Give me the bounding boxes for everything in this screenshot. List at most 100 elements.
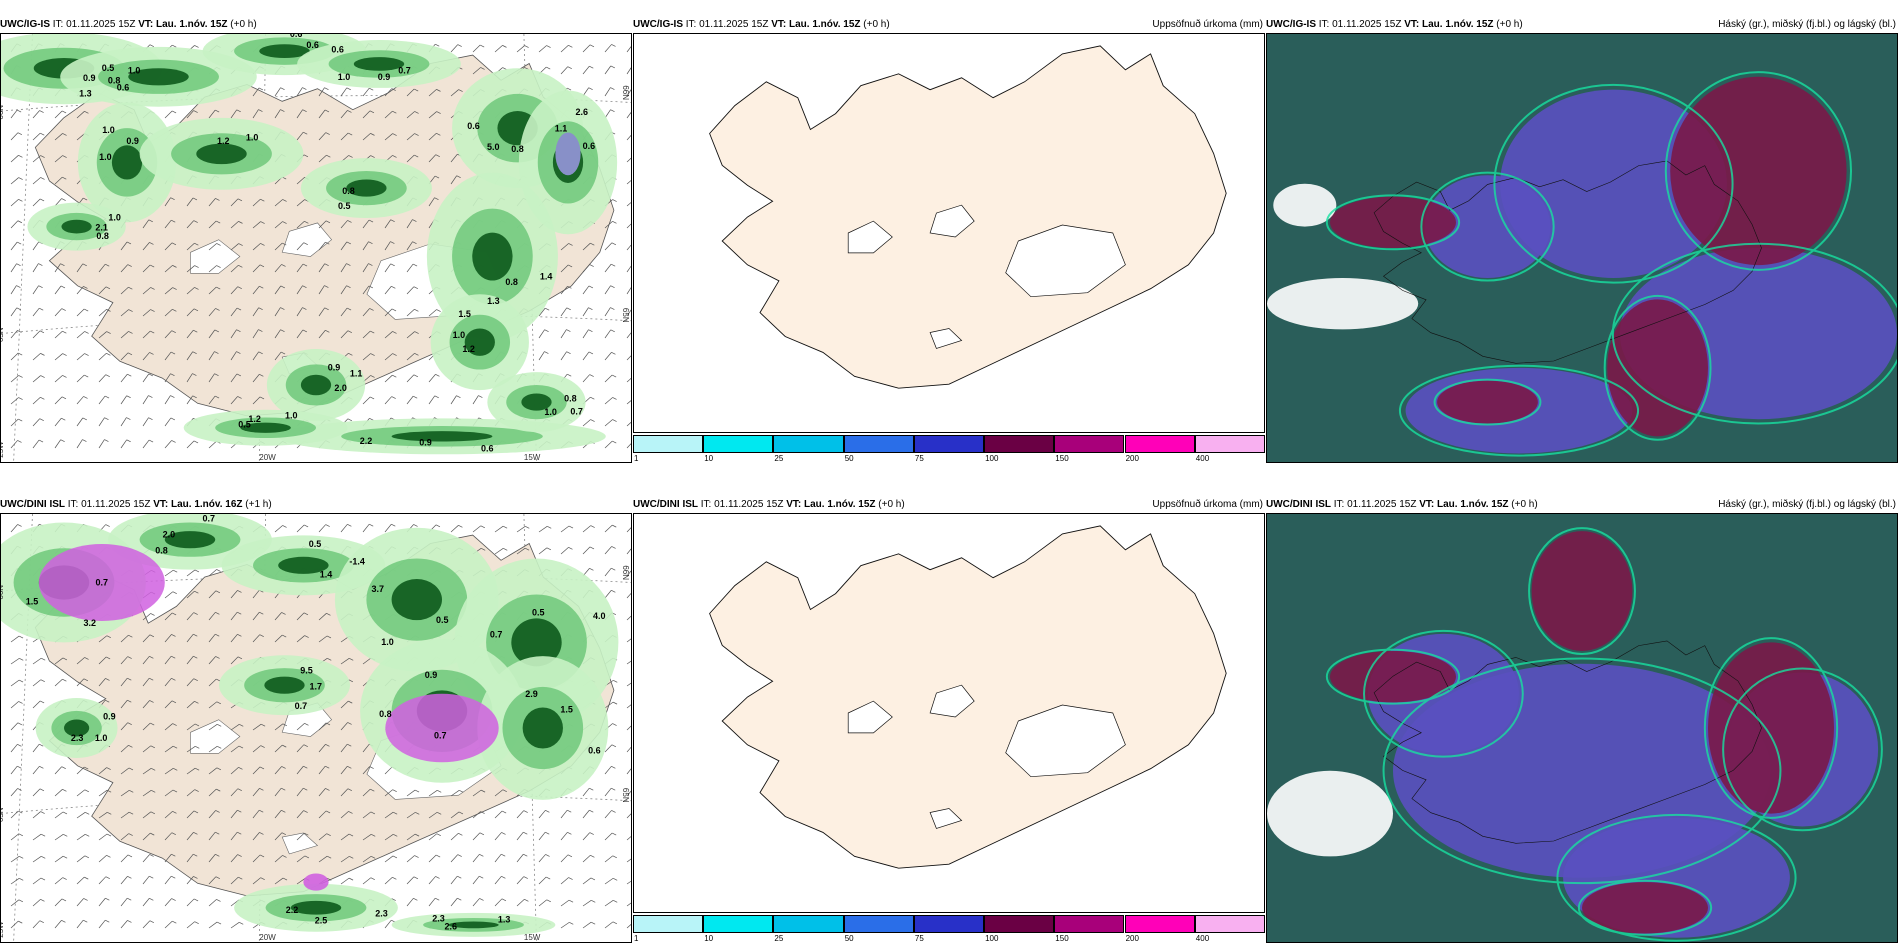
coordinate-label: 25W — [1, 441, 5, 458]
valid-time: VT: Lau. 1.nóv. 15Z — [1419, 499, 1509, 510]
model-name: UWC/IG-IS — [633, 19, 683, 30]
colorbar-swatch — [633, 435, 704, 453]
precip-value-label: 5.0 — [487, 142, 500, 152]
precip-value-label: 1.0 — [99, 152, 112, 162]
coordinate-label: 15W — [524, 933, 541, 942]
precip-value-label: 1.2 — [248, 414, 261, 424]
cloud-map — [1266, 513, 1898, 943]
colorbar-swatch — [1194, 915, 1265, 933]
colorbar-swatch — [633, 915, 704, 933]
colorbar-swatch — [703, 915, 774, 933]
coordinate-label: 66N — [1, 585, 5, 600]
precip-value-label: 0.5 — [102, 63, 115, 73]
coordinate-label: 65N — [1, 807, 5, 822]
panel-header: UWC/IG-IS IT: 01.11.2025 15Z VT: Lau. 1.… — [633, 18, 1265, 32]
precip-value-label: 2.9 — [525, 689, 538, 699]
precip-value-label: 1.0 — [128, 66, 141, 76]
panel-title: Háský (gr.), miðský (fj.bl.) og lágský (… — [1718, 19, 1896, 30]
precip-value-label: 0.7 — [295, 701, 308, 711]
cloud-edges — [1325, 71, 1897, 457]
precip-value-label: 1.0 — [95, 733, 108, 743]
precip-value-label: 0.6 — [481, 444, 494, 454]
cloud-layers — [1267, 531, 1879, 938]
precip-value-label: 1.0 — [544, 407, 557, 417]
precip-value-label: 1.3 — [79, 88, 92, 98]
colorbar-label: 1 — [634, 454, 639, 463]
precip-areas — [1, 514, 619, 937]
precip-value-label: 0.6 — [306, 40, 319, 50]
precip-value-label: 1.2 — [462, 344, 475, 354]
precip-value-label: 0.5 — [338, 201, 351, 211]
colorbar-swatch — [1054, 915, 1125, 933]
colorbar-label: 200 — [1125, 454, 1139, 463]
glacier — [190, 239, 241, 274]
init-time: IT: 01.11.2025 15Z — [1331, 499, 1420, 510]
colorbar-swatch — [1054, 435, 1125, 453]
precip-value-label: 0.9 — [328, 362, 341, 372]
glacier — [281, 832, 319, 855]
model-name: UWC/IG-IS — [1266, 19, 1316, 30]
glacier — [1005, 224, 1126, 298]
precip-value-label: 1.3 — [498, 914, 511, 924]
precip-value-label: 2.2 — [360, 436, 373, 446]
colorbar-label: 400 — [1195, 934, 1210, 943]
cloud-edges — [1325, 527, 1883, 942]
precip-value-label: 0.8 — [342, 186, 355, 196]
colorbar-label: 400 — [1195, 454, 1210, 463]
valid-time: VT: Lau. 1.nóv. 15Z — [138, 19, 228, 30]
valid-time: VT: Lau. 1.nóv. 16Z — [153, 499, 243, 510]
precip-value-label: 0.8 — [96, 231, 109, 241]
precip-wind-map: 0.7 0.8 0.5 0.5 0.7 0.9 0.7 2.9 2.3 2.6 9.5 3.2 2.0-… — [0, 513, 632, 943]
colorbar-label: 75 — [914, 934, 924, 943]
precip-value-label: 0.5 — [238, 420, 251, 430]
colorbar-label: 50 — [844, 454, 854, 463]
glacier — [281, 222, 333, 257]
colorbar-swatch — [843, 915, 914, 933]
coordinate-label: 66N — [1, 105, 5, 120]
precip-value-label: 0.6 — [331, 45, 344, 55]
precip-value-label: 0.6 — [290, 34, 303, 39]
lead-time: (+1 h) — [242, 499, 272, 510]
precip-value-label: 0.6 — [117, 83, 130, 93]
precip-value-label: 0.5 — [532, 608, 545, 618]
panel-header: UWC/DINI ISL IT: 01.11.2025 15Z VT: Lau.… — [0, 498, 632, 512]
colorbar-swatch — [913, 435, 985, 453]
valid-time: VT: Lau. 1.nóv. 15Z — [771, 19, 861, 30]
glacier — [929, 684, 975, 718]
colorbar-label: 150 — [1055, 454, 1069, 463]
precip-value-label: 1.0 — [381, 637, 394, 647]
coordinate-label: 25W — [1, 921, 5, 938]
init-time: IT: 01.11.2025 15Z — [698, 499, 787, 510]
init-time: IT: 01.11.2025 15Z — [1316, 19, 1405, 30]
colorbar: 1 10 25 50 75 100 150 200 400 — [633, 915, 1265, 943]
precip-value-label: 0.9 — [425, 670, 438, 680]
panel-header: UWC/DINI ISL IT: 01.11.2025 15Z VT: Lau.… — [633, 498, 1265, 512]
precip-value-label: 1.1 — [350, 369, 363, 379]
iceland-outline — [1373, 160, 1762, 364]
precip-value-label: 2.0 — [163, 529, 176, 539]
glacier — [847, 220, 893, 254]
precip-value-label: 1.5 — [458, 309, 471, 319]
panel-accum-dini: UWC/DINI ISL IT: 01.11.2025 15Z VT: Lau.… — [633, 498, 1265, 943]
glacier — [929, 808, 963, 829]
colorbar-label: 100 — [985, 934, 999, 943]
panel-cloud-igis: UWC/IG-IS IT: 01.11.2025 15Z VT: Lau. 1.… — [1266, 18, 1898, 463]
precip-value-label: 1.5 — [26, 596, 39, 606]
lead-time: (+0 h) — [227, 19, 257, 30]
colorbar-label: 150 — [1055, 934, 1069, 943]
panel-title: Uppsöfnuð úrkoma (mm) — [1152, 19, 1263, 30]
coordinate-label: 66N — [621, 565, 630, 580]
precip-value-label: 0.8 — [511, 144, 524, 154]
cloud-layers — [1267, 76, 1897, 454]
panel-title: Háský (gr.), miðský (fj.bl.) og lágský (… — [1718, 499, 1896, 510]
colorbar-swatch — [843, 435, 914, 453]
precip-value-label: 2.1 — [95, 223, 108, 233]
precip-value-label: 1.0 — [453, 330, 466, 340]
panel-header: UWC/DINI ISL IT: 01.11.2025 15Z VT: Lau.… — [1266, 498, 1898, 512]
precip-value-label: 0.9 — [378, 72, 391, 82]
model-name: UWC/DINI ISL — [1266, 499, 1331, 510]
precip-value-label: 2.3 — [71, 733, 84, 743]
cloud-map — [1266, 33, 1898, 463]
accum-map — [633, 513, 1265, 913]
model-name: UWC/DINI ISL — [633, 499, 698, 510]
